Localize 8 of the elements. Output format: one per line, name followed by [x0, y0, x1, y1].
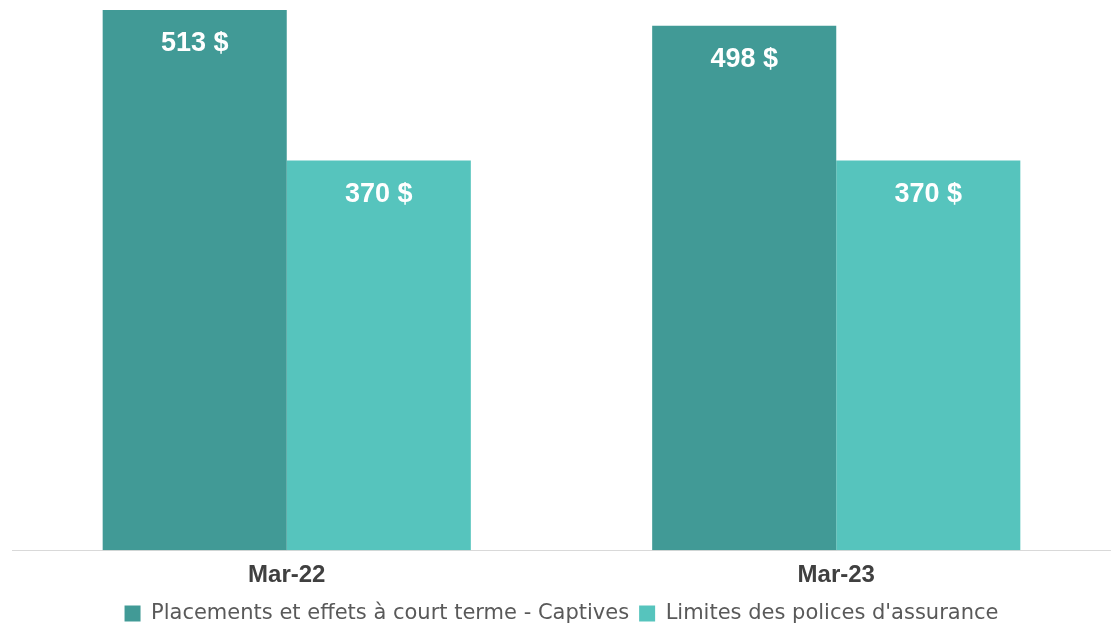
- data-label: 370 $: [345, 178, 413, 209]
- x-tick-label: Mar-23: [797, 560, 875, 588]
- data-label: 513 $: [160, 27, 229, 58]
- x-tick-label: Mar-22: [248, 560, 326, 588]
- data-label: 498 $: [710, 43, 778, 74]
- legend-label: Placements et effets à court terme - Captives: [151, 599, 630, 624]
- legend-label: Limites des polices d'assurance: [665, 599, 999, 624]
- data-label: 370 $: [894, 178, 963, 209]
